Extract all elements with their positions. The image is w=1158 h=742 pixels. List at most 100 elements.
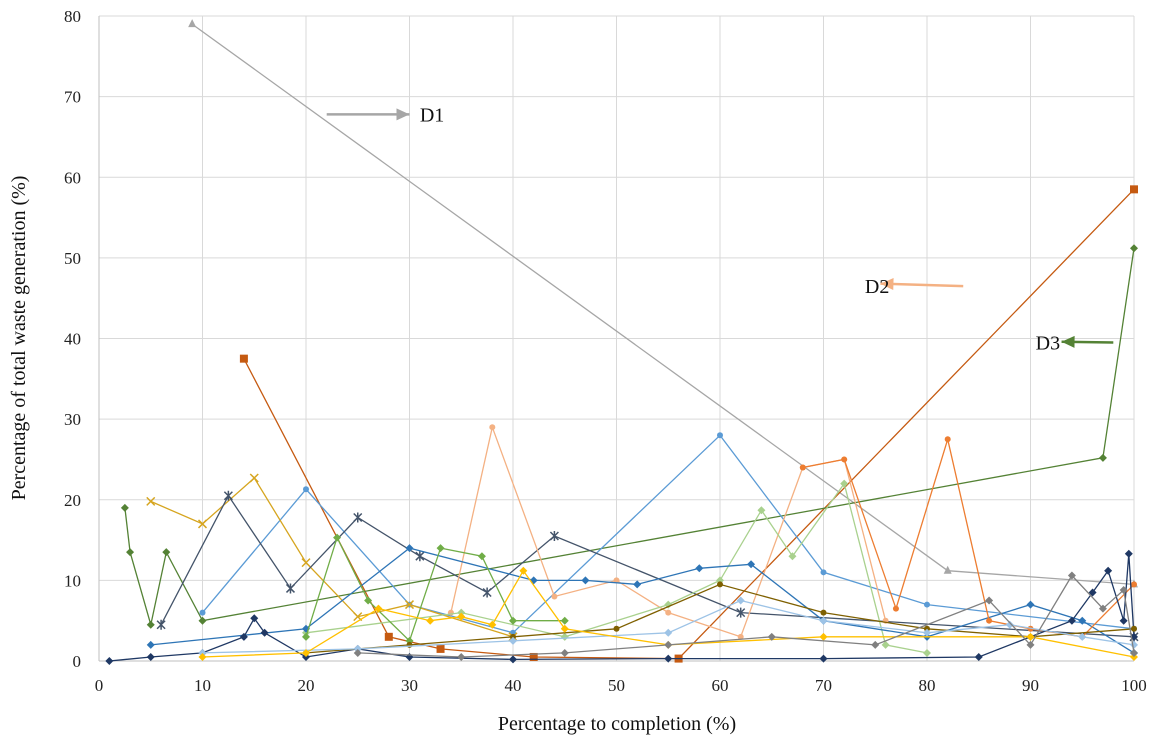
- annotation: D2: [865, 276, 964, 298]
- arrow-head: [880, 278, 894, 291]
- annotation-label: D1: [420, 104, 444, 126]
- data-point: [406, 641, 413, 648]
- data-point: [560, 632, 569, 641]
- data-point: [986, 617, 993, 624]
- data-point: [199, 609, 206, 616]
- x-axis-title: Percentage to completion (%): [498, 713, 736, 735]
- data-point: [1130, 648, 1138, 657]
- y-tick-label: 60: [64, 168, 81, 187]
- series: [146, 473, 518, 642]
- series-line: [191, 23, 1135, 586]
- data-point: [302, 632, 310, 641]
- data-point: [353, 512, 363, 523]
- data-point: [364, 596, 373, 605]
- data-point: [549, 531, 559, 542]
- data-point: [820, 609, 827, 616]
- arrow-head: [1061, 335, 1075, 348]
- data-point: [923, 628, 931, 637]
- data-point: [405, 652, 414, 661]
- data-point: [633, 580, 642, 589]
- data-point: [510, 633, 516, 640]
- y-axis-title: Percentage of total waste generation (%): [8, 176, 30, 501]
- data-point: [105, 657, 114, 665]
- data-point: [1078, 616, 1087, 625]
- data-point: [126, 548, 135, 557]
- series: [120, 244, 1138, 629]
- annotations: D1 D2 D3: [326, 104, 1114, 355]
- data-point: [757, 506, 766, 515]
- x-tick-label: 30: [401, 676, 418, 695]
- data-point: [923, 648, 931, 657]
- data-point: [457, 608, 466, 617]
- data-point: [405, 544, 414, 553]
- series-line: [357, 574, 1135, 658]
- data-point: [1026, 640, 1035, 649]
- series-line: [202, 599, 1135, 654]
- data-point: [285, 583, 296, 594]
- x-tick-label: 0: [95, 676, 104, 695]
- data-point: [529, 652, 538, 661]
- data-point: [819, 654, 828, 663]
- data-point: [436, 544, 445, 553]
- data-point: [197, 519, 208, 529]
- data-point: [303, 486, 309, 493]
- data-point: [302, 648, 310, 657]
- data-point: [482, 587, 492, 598]
- data-point: [737, 633, 744, 640]
- data-point: [1026, 600, 1035, 609]
- series: [353, 571, 1138, 661]
- series: [188, 19, 1138, 588]
- data-point: [560, 648, 569, 657]
- series-line: [305, 535, 565, 642]
- data-point: [353, 644, 362, 653]
- data-point: [198, 648, 207, 657]
- data-point: [717, 581, 723, 588]
- data-point: [426, 616, 435, 625]
- data-point: [613, 577, 620, 584]
- data-point: [415, 551, 425, 562]
- data-point: [333, 533, 342, 542]
- data-point: [1098, 604, 1107, 613]
- data-point: [820, 569, 827, 576]
- data-point: [519, 566, 528, 575]
- axes: 0 10 20 30 40 50 60 70 80 90 100 0 10 20 30 40 50 60 70 80: [64, 7, 1147, 695]
- data-point: [736, 607, 746, 618]
- annotation: D1: [326, 104, 444, 126]
- data-point: [943, 565, 952, 574]
- series-line: [802, 436, 1135, 638]
- data-point: [581, 576, 590, 585]
- data-point: [1119, 616, 1128, 625]
- data-point: [664, 654, 673, 663]
- x-tick-label: 80: [919, 676, 936, 695]
- data-point: [188, 19, 197, 28]
- data-point: [1131, 581, 1137, 588]
- series: [198, 596, 1138, 657]
- annotation-label: D3: [1036, 333, 1060, 355]
- series-line: [202, 569, 1135, 658]
- data-point: [1067, 571, 1076, 580]
- x-tick-label: 100: [1121, 676, 1147, 695]
- data-point: [509, 616, 517, 625]
- series-line: [243, 188, 1135, 660]
- data-point: [1130, 640, 1138, 649]
- y-tick-label: 70: [64, 88, 81, 107]
- data-point: [156, 619, 166, 630]
- data-point: [1078, 632, 1087, 641]
- series-line: [109, 553, 1135, 662]
- data-point: [146, 640, 155, 649]
- data-point: [664, 628, 673, 637]
- data-point: [613, 625, 620, 632]
- data-point: [374, 604, 383, 613]
- data-point: [198, 652, 207, 661]
- data-point: [799, 464, 806, 471]
- data-point: [162, 548, 171, 557]
- data-point: [924, 625, 930, 632]
- y-tick-label: 10: [64, 571, 81, 590]
- data-point: [664, 640, 673, 649]
- data-point: [560, 616, 569, 625]
- x-tick-label: 40: [505, 676, 522, 695]
- data-point: [892, 605, 899, 612]
- data-point: [384, 632, 393, 641]
- data-point: [489, 424, 496, 431]
